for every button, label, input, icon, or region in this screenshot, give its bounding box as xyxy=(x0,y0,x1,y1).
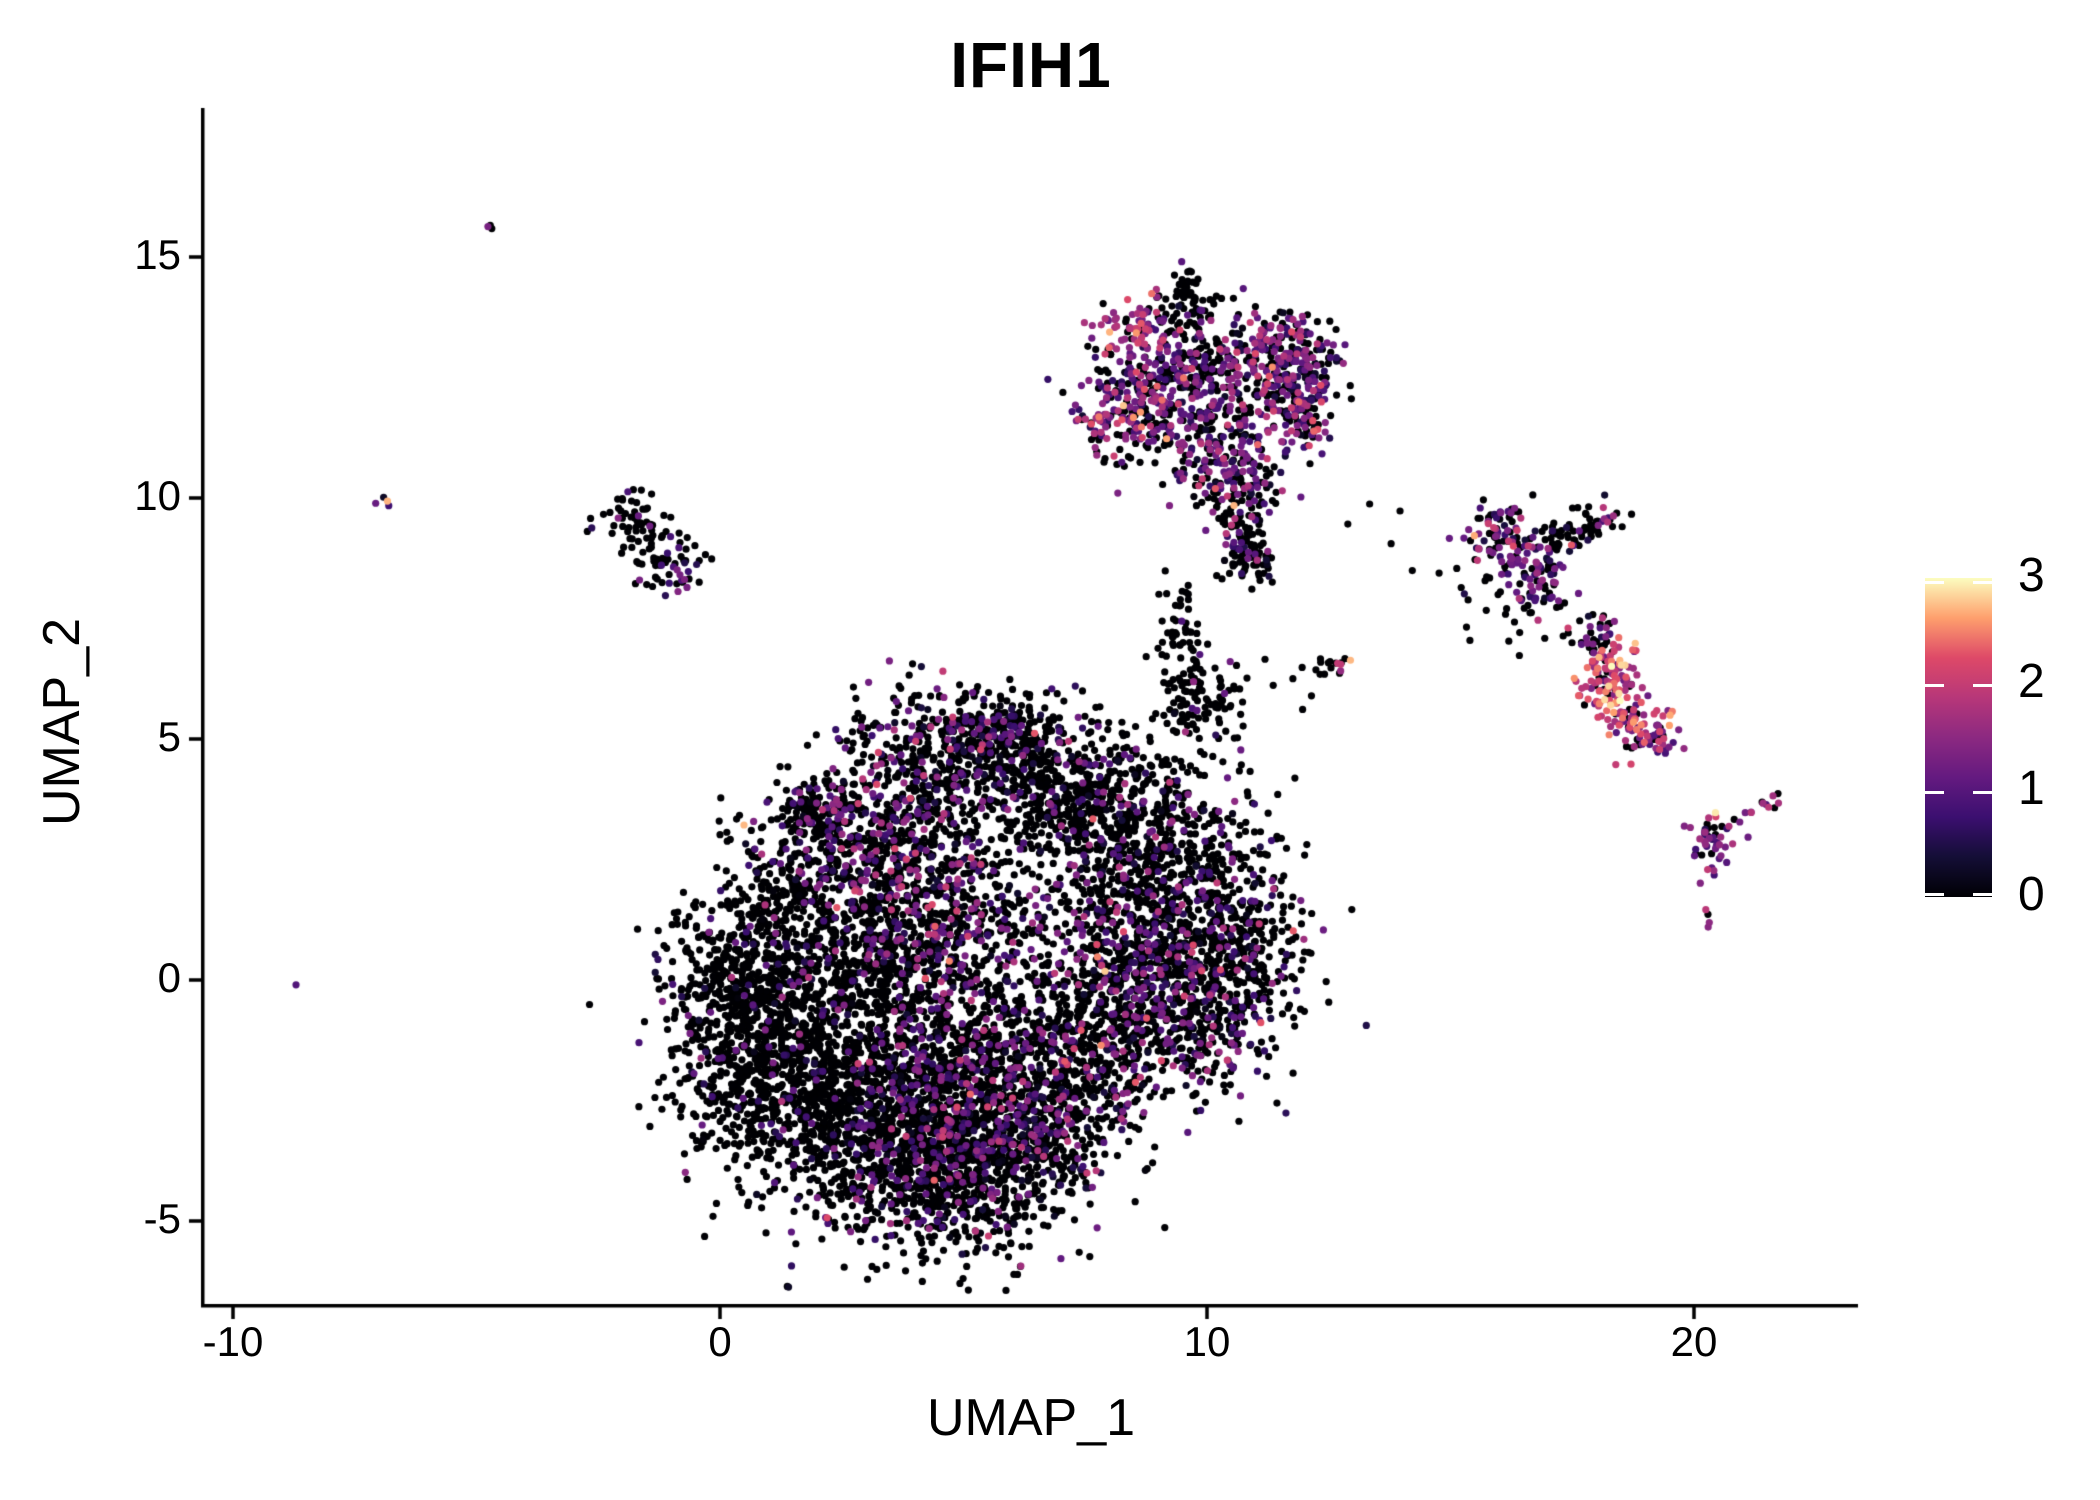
colorbar-tick-label: 1 xyxy=(2018,761,2045,815)
x-tick-label: -10 xyxy=(202,1318,264,1365)
colorbar-tick-label: 2 xyxy=(2018,655,2045,709)
x-tick-label: 20 xyxy=(1670,1318,1718,1365)
colorbar-tick-mark xyxy=(1973,684,1992,688)
colorbar-tick-mark xyxy=(1925,684,1944,688)
x-axis-title: UMAP_1 xyxy=(926,1389,1136,1447)
colorbar-gradient xyxy=(1925,578,1992,897)
y-tick-label: 10 xyxy=(134,472,181,519)
colorbar-tick-mark xyxy=(1925,790,1944,794)
colorbar-tick-mark xyxy=(1973,893,1992,896)
colorbar-tick-label: 3 xyxy=(2018,549,2045,602)
colorbar-tick-mark xyxy=(1973,581,1992,584)
colorbar-tick-mark xyxy=(1973,790,1992,794)
y-tick-label: 15 xyxy=(134,231,181,278)
y-tick-label: 5 xyxy=(157,713,181,760)
colorbar-tick-mark xyxy=(1925,581,1944,584)
colorbar-tick-mark xyxy=(1925,893,1944,896)
x-tick-label: 0 xyxy=(708,1318,732,1365)
y-tick-label: 0 xyxy=(157,954,181,1001)
colorbar-tick-label: 0 xyxy=(2018,868,2045,921)
x-tick-label: 10 xyxy=(1183,1318,1231,1365)
y-tick-label: -5 xyxy=(143,1195,181,1242)
